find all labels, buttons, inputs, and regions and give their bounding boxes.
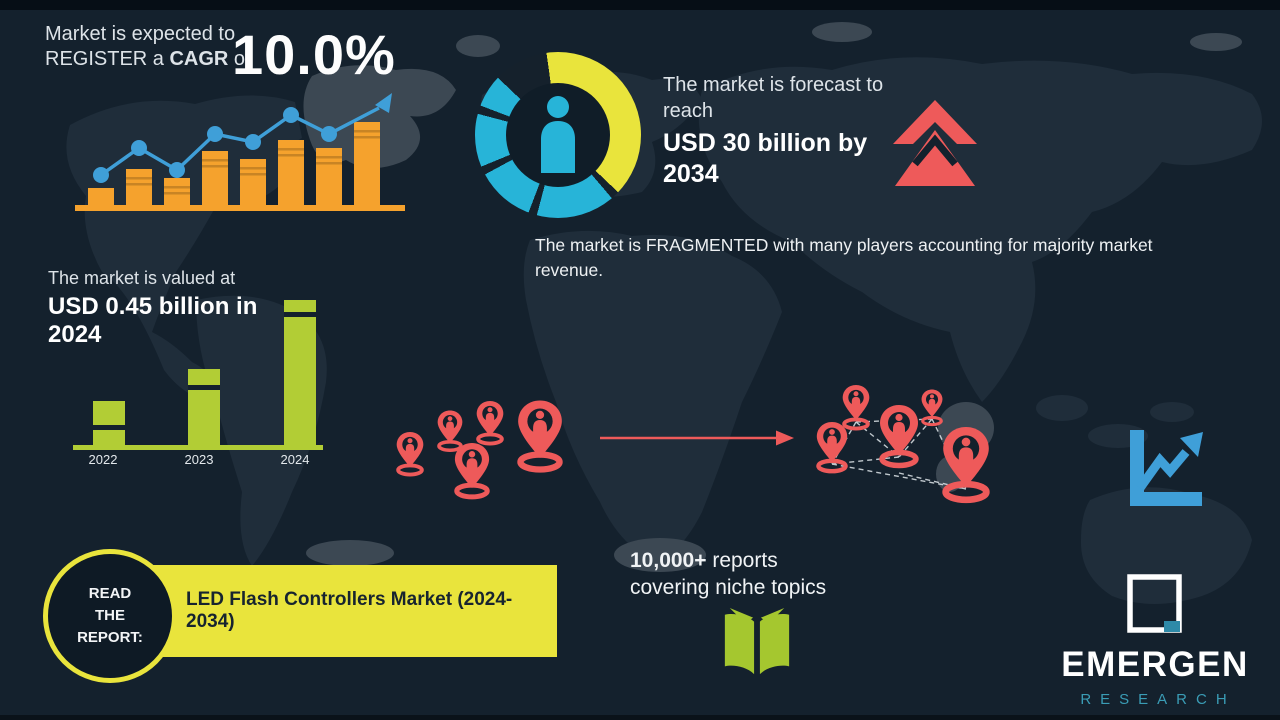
trend-arrowhead-icon [375,93,392,113]
cagr-value: 10.0% [232,23,396,86]
donut-center [506,83,610,187]
valuation-value: USD 0.45 billion in 2024 [48,293,258,349]
emergen-logo-mark-icon [1127,574,1182,633]
person-icon [541,96,575,173]
valuation-bar-2024 [284,300,316,445]
forecast-block: The market is forecast to reach USD 30 b… [663,72,885,189]
forecast-intro: The market is forecast to reach [663,74,884,122]
cagr-headline-line2-pre: REGISTER a [45,48,170,70]
valuation-block: The market is valued at USD 0.45 billion… [48,268,293,350]
year-label-2024: 2024 [280,452,310,467]
transition-arrow [600,430,794,446]
cagr-chart-baseline [75,205,405,211]
cagr-headline: Market is expected to REGISTER a CAGR of [45,22,251,72]
right-pin-network-cluster [817,385,989,500]
open-book-icon [724,607,790,675]
cagr-growth-bar-chart [75,93,405,211]
cagr-headline-line2-bold: CAGR [169,48,229,70]
read-report-circle-button[interactable]: READ THE REPORT: [43,549,177,683]
year-label-2023: 2023 [184,452,214,467]
left-pin-cluster [396,400,562,497]
reports-word: reports [706,549,778,572]
cta-line1: READ [88,585,132,603]
cta-line2: THE [95,607,125,625]
valuation-bar-chart [73,300,323,445]
valuation-intro: The market is valued at [48,268,236,288]
reports-promo: 10,000+ reports covering niche topics [630,547,890,602]
double-up-arrow-icon [893,100,977,186]
year-label-2022: 2022 [88,452,118,467]
emergen-logo: EMERGEN RESEARCH [1055,574,1255,708]
growth-chart-icon [1130,430,1203,506]
reports-line2: covering niche topics [630,576,827,600]
market-players-pins-graphic [396,385,1010,513]
read-report-banner[interactable]: LED Flash Controllers Market (2024-2034) [150,565,557,657]
cagr-headline-line2-post: of [228,48,251,70]
report-title: LED Flash Controllers Market (2024-2034) [186,589,513,632]
top-border-strip [0,0,1280,10]
valuation-bar-2022 [93,401,125,445]
fragmented-note: The market is FRAGMENTED with many playe… [535,235,1153,281]
cagr-headline-line1: Market is expected to [45,23,236,45]
logo-brand-text: EMERGEN [1061,645,1249,684]
cta-line3: REPORT: [77,628,143,646]
valuation-chart-baseline [73,445,323,450]
valuation-chart-labels: 2022 2023 2024 [73,452,323,468]
forecast-value: USD 30 billion by 2034 [663,129,868,188]
bottom-border-strip [0,715,1280,720]
valuation-bar-2023 [188,369,220,445]
logo-division-text: RESEARCH [1080,691,1236,708]
reports-count: 10,000+ [630,549,707,572]
